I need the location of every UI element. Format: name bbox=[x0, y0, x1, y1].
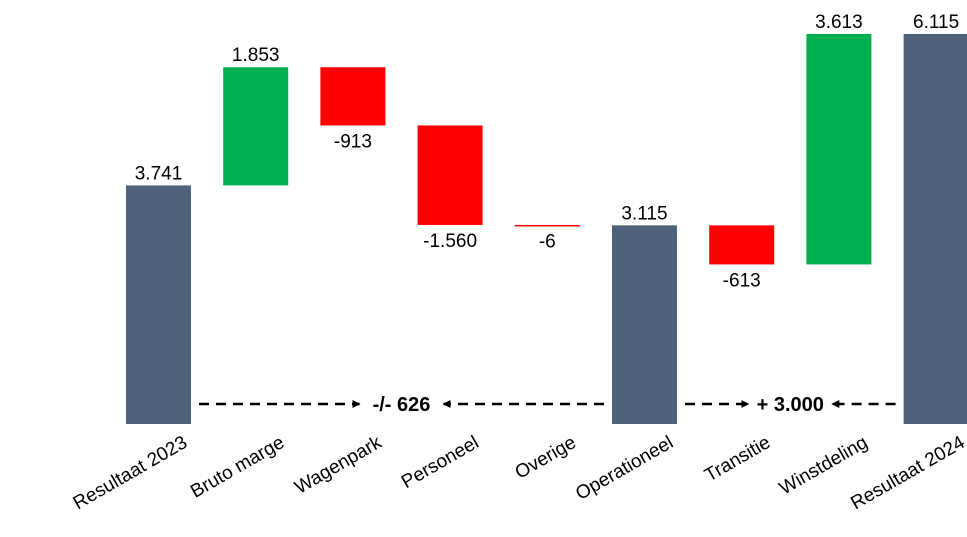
value-label-resultaat-2023: 3.741 bbox=[135, 163, 183, 184]
value-label-winstdeling: 3.613 bbox=[815, 12, 863, 33]
category-label-resultaat-2023: Resultaat 2023 bbox=[70, 432, 191, 514]
category-label-operationeel: Operationeel bbox=[572, 432, 677, 505]
bars-layer bbox=[126, 34, 967, 424]
bar-operationeel bbox=[612, 225, 677, 424]
value-label-resultaat-2024: 6.115 bbox=[913, 12, 959, 33]
category-label-overige: Overige bbox=[512, 432, 580, 483]
category-label-bruto-marge: Bruto marge bbox=[187, 432, 288, 502]
value-label-bruto-marge: 1.853 bbox=[232, 45, 280, 66]
bar-wagenpark bbox=[320, 67, 386, 126]
bar-transitie bbox=[709, 225, 775, 265]
annotation-label-2: + 3.000 bbox=[757, 394, 824, 416]
value-label-wagenpark: -913 bbox=[334, 131, 372, 152]
category-label-personeel: Personeel bbox=[398, 432, 483, 493]
bar-resultaat-2024 bbox=[903, 34, 967, 424]
bar-winstdeling bbox=[806, 34, 872, 265]
annotation-label-1: -/- 626 bbox=[373, 394, 431, 416]
bar-bruto-marge bbox=[223, 67, 289, 186]
category-label-wagenpark: Wagenpark bbox=[291, 432, 385, 499]
bar-personeel bbox=[417, 125, 483, 225]
value-labels-layer: 3.741 1.853 -913 -1.560 -6 3.115 -613 3.613 6.11… bbox=[135, 12, 959, 291]
bar-resultaat-2023 bbox=[126, 185, 191, 424]
value-label-operationeel: 3.115 bbox=[621, 203, 667, 224]
value-label-transitie: -613 bbox=[723, 270, 761, 291]
value-label-overige: -6 bbox=[539, 231, 556, 252]
value-label-personeel: -1.560 bbox=[423, 231, 477, 252]
bar-overige bbox=[514, 224, 580, 227]
annotations-layer: -/- 626 + 3.000 bbox=[199, 394, 896, 416]
category-label-transitie: Transitie bbox=[701, 432, 774, 486]
